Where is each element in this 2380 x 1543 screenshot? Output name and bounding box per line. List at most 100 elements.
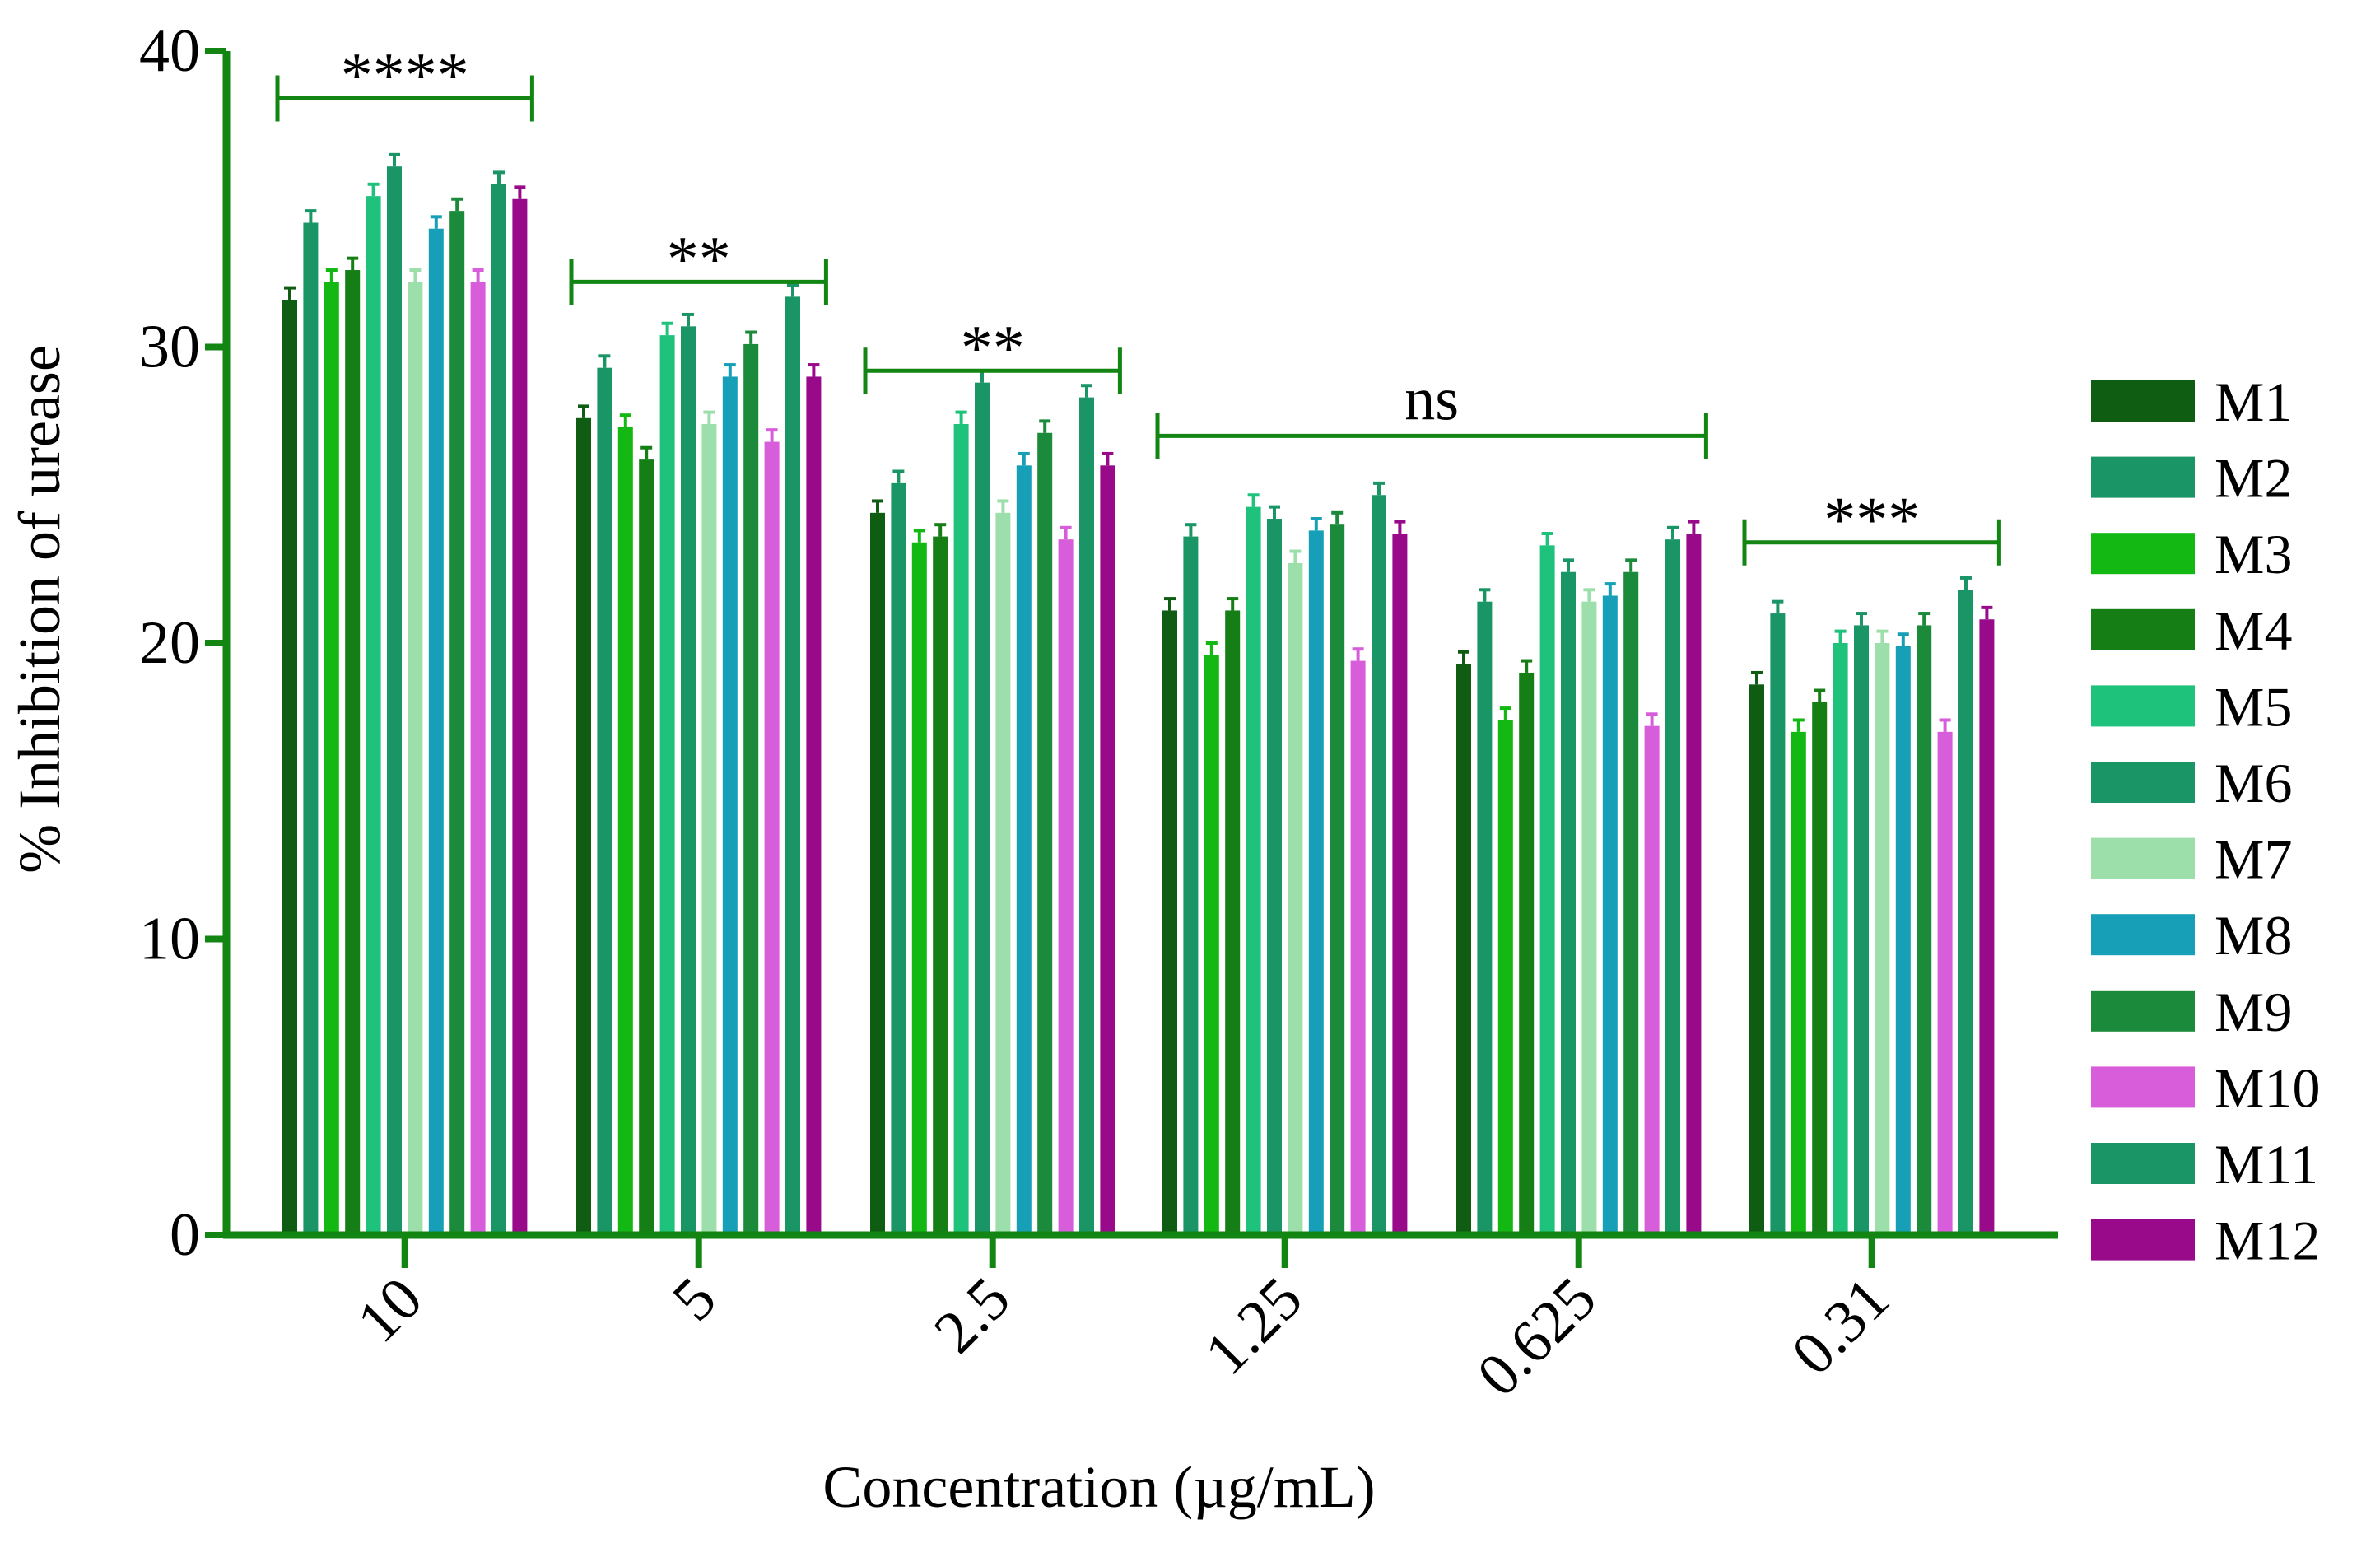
bar-M3-1.25 (1204, 655, 1219, 1235)
bar-M10-1.25 (1350, 660, 1366, 1235)
legend-swatch-M6 (2091, 762, 2195, 803)
bar-M4-2.5 (933, 536, 948, 1235)
bar-M10-5 (764, 441, 780, 1235)
bar-M10-2.5 (1058, 539, 1074, 1235)
bar-M12-2.5 (1100, 465, 1115, 1235)
bar-M11-10 (491, 184, 506, 1235)
bar-M1-0.31 (1749, 684, 1764, 1235)
y-tick-label: 40 (139, 17, 200, 85)
legend-label: M4 (2215, 599, 2292, 662)
bar-M4-0.625 (1519, 672, 1535, 1235)
bar-M7-2.5 (995, 512, 1011, 1235)
bar-M1-0.625 (1456, 664, 1471, 1235)
axes-layer: 0 10 20 30 40 10 5 2.5 1.25 0.625 0.31 (139, 17, 2058, 1410)
legend-label: M12 (2215, 1210, 2320, 1272)
bar-M9-2.5 (1037, 432, 1053, 1235)
significance-label: ns (1404, 366, 1459, 433)
bar-M9-0.31 (1917, 625, 1932, 1235)
legend-swatch-M5 (2091, 685, 2195, 727)
legend-label: M7 (2215, 828, 2292, 891)
bar-M7-1.25 (1288, 562, 1303, 1235)
bar-M12-1.25 (1392, 533, 1408, 1235)
x-tick-label: 0.31 (1779, 1265, 1903, 1388)
legend-label: M10 (2215, 1056, 2320, 1119)
bar-M2-10 (303, 222, 319, 1235)
y-tick-label: 20 (139, 609, 200, 677)
bar-M12-0.625 (1686, 533, 1702, 1235)
bar-M1-10 (282, 299, 297, 1236)
legend-swatch-M4 (2091, 608, 2195, 650)
legend-label: M3 (2215, 523, 2292, 585)
bar-M9-0.625 (1623, 571, 1639, 1235)
bar-M8-1.25 (1308, 530, 1324, 1235)
bar-M6-5 (681, 326, 696, 1236)
bar-M4-5 (639, 459, 654, 1235)
bar-M4-0.31 (1812, 702, 1828, 1235)
bar-M3-10 (324, 282, 339, 1235)
bar-M8-0.625 (1602, 595, 1618, 1235)
bars-layer (282, 166, 1995, 1236)
legend-swatch-M8 (2091, 914, 2195, 956)
bar-M11-0.31 (1958, 590, 1973, 1235)
bar-M3-0.31 (1791, 731, 1806, 1235)
legend-label: M9 (2215, 981, 2292, 1043)
bar-M12-5 (806, 376, 822, 1236)
bar-M8-0.31 (1895, 646, 1911, 1235)
bar-M5-0.31 (1833, 643, 1848, 1235)
bar-M7-0.625 (1581, 601, 1597, 1235)
significance-label: ** (667, 222, 731, 294)
bar-M7-10 (408, 282, 423, 1235)
bar-M10-10 (470, 282, 486, 1235)
x-axis-title: Concentration (µg/mL) (822, 1454, 1375, 1520)
significance-label: **** (341, 40, 469, 111)
bar-M8-10 (428, 228, 444, 1236)
bar-M9-1.25 (1330, 524, 1345, 1235)
legend-swatch-M1 (2091, 380, 2195, 422)
legend-swatch-M9 (2091, 990, 2195, 1032)
bar-M9-10 (449, 211, 465, 1235)
bar-M12-10 (512, 198, 528, 1235)
bar-M3-5 (617, 427, 633, 1235)
bar-M6-10 (387, 166, 402, 1236)
legend-label: M2 (2215, 447, 2292, 510)
bar-M6-2.5 (975, 382, 990, 1235)
legend-swatch-M7 (2091, 837, 2195, 879)
bar-M5-10 (366, 196, 381, 1235)
significance-label: *** (1823, 483, 1920, 555)
bar-M2-0.31 (1770, 613, 1786, 1235)
bar-M8-2.5 (1016, 465, 1032, 1235)
bar-M2-5 (597, 367, 612, 1235)
bar-M11-1.25 (1372, 495, 1386, 1235)
legend-swatch-M11 (2091, 1143, 2195, 1184)
x-tick-label: 2.5 (921, 1265, 1022, 1366)
bar-M3-0.625 (1497, 720, 1513, 1235)
bar-M1-2.5 (870, 512, 885, 1235)
bar-M11-5 (785, 296, 800, 1235)
y-tick-label: 0 (170, 1201, 200, 1269)
x-tick-label: 0.625 (1465, 1265, 1609, 1410)
legend-swatch-M10 (2091, 1066, 2195, 1108)
bar-M7-5 (701, 423, 717, 1235)
bar-M11-2.5 (1079, 397, 1094, 1235)
bar-M6-0.31 (1854, 625, 1869, 1235)
y-tick-label: 30 (139, 314, 200, 381)
bar-M2-1.25 (1183, 536, 1199, 1235)
bar-M5-0.625 (1539, 545, 1555, 1235)
bar-M6-1.25 (1267, 519, 1282, 1235)
bar-M6-0.625 (1561, 571, 1576, 1235)
bar-M3-2.5 (911, 542, 927, 1235)
bar-M4-10 (345, 270, 361, 1235)
bar-M1-5 (576, 417, 591, 1235)
error-bars-layer (284, 152, 1993, 732)
bar-M5-1.25 (1246, 506, 1261, 1235)
legend-swatch-M12 (2091, 1219, 2195, 1261)
bar-M12-0.31 (1979, 619, 1995, 1235)
legend-label: M11 (2215, 1133, 2318, 1196)
significance-label: ** (961, 311, 1025, 383)
legend: M1 M2 M3 M4 M5 M6 M7 M8 M9 M10 M11 M12 (2091, 371, 2320, 1272)
bar-M10-0.625 (1644, 725, 1660, 1235)
legend-label: M5 (2215, 675, 2292, 738)
bar-M2-2.5 (891, 482, 906, 1235)
